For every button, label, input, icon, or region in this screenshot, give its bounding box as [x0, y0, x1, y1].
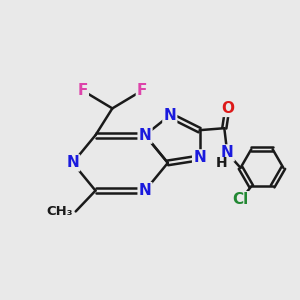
Text: N: N	[139, 128, 152, 142]
Text: N: N	[66, 155, 79, 170]
Text: F: F	[137, 83, 147, 98]
Text: F: F	[77, 83, 88, 98]
Text: Cl: Cl	[233, 192, 249, 207]
Text: CH₃: CH₃	[46, 205, 73, 218]
Text: H: H	[216, 156, 228, 170]
Text: N: N	[221, 146, 234, 160]
Text: N: N	[164, 108, 176, 123]
Text: N: N	[139, 183, 152, 198]
Text: O: O	[221, 101, 234, 116]
Text: N: N	[193, 150, 206, 165]
